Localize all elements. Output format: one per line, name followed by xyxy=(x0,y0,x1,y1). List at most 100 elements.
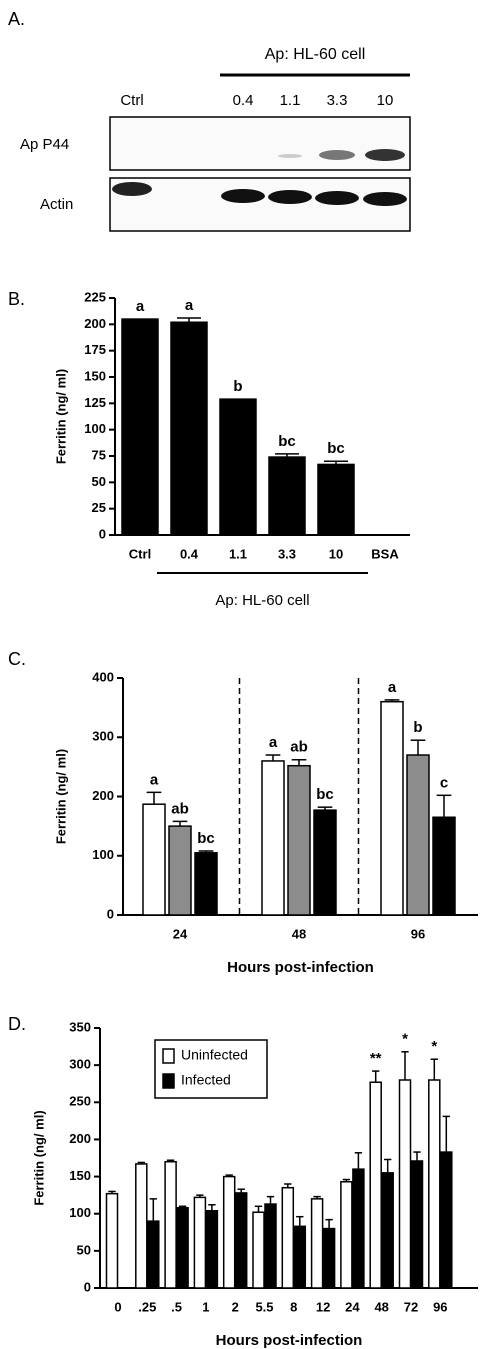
band xyxy=(319,150,355,160)
y-axis-label: Ferritin (ng/ ml) xyxy=(31,1110,46,1205)
bar xyxy=(205,1209,219,1289)
bar xyxy=(142,803,166,916)
bar xyxy=(252,1211,265,1289)
significance-label: bc xyxy=(316,786,334,803)
x-tick-label: .5 xyxy=(171,1299,182,1314)
blot-panel: A. Ap: HL-60 cell Ctrl 0.4 1.1 3.3 10 Ap… xyxy=(8,9,411,232)
bar xyxy=(105,1192,119,1289)
bar xyxy=(352,1168,365,1289)
significance-label: a xyxy=(136,298,145,315)
significance-label: * xyxy=(402,1031,408,1048)
y-tick-label: 200 xyxy=(84,316,106,331)
row-label: Ap P44 xyxy=(20,136,69,153)
significance-label: b xyxy=(233,378,242,395)
x-tick-label: 0 xyxy=(114,1299,121,1314)
bar xyxy=(176,1207,189,1289)
significance-label: ** xyxy=(370,1050,382,1067)
panel-label: C. xyxy=(8,649,26,669)
y-tick-label: 250 xyxy=(69,1094,91,1109)
bar xyxy=(310,1198,324,1289)
bar xyxy=(340,1181,353,1289)
y-tick-label: 100 xyxy=(69,1205,91,1220)
x-axis-label: Hours post-infection xyxy=(216,1332,363,1349)
significance-label: a xyxy=(150,771,159,788)
significance-label: a xyxy=(185,297,194,314)
y-tick-label: 150 xyxy=(69,1168,91,1183)
y-tick-label: 200 xyxy=(69,1131,91,1146)
bar xyxy=(381,1172,394,1289)
bar xyxy=(369,1081,382,1289)
y-tick-label: 0 xyxy=(99,526,106,541)
bar xyxy=(168,825,192,916)
bar xyxy=(222,1175,236,1289)
band xyxy=(221,189,265,203)
significance-label: a xyxy=(388,679,397,696)
bar xyxy=(164,1160,177,1289)
bar xyxy=(406,754,430,916)
band xyxy=(268,190,312,204)
y-tick-label: 150 xyxy=(84,368,106,383)
y-tick-label: 175 xyxy=(84,342,106,357)
significance-label: * xyxy=(431,1038,437,1055)
y-tick-label: 225 xyxy=(84,289,106,304)
legend-label: Infected xyxy=(181,1072,231,1088)
x-tick-label: 12 xyxy=(316,1299,330,1314)
y-tick-label: 300 xyxy=(69,1057,91,1072)
x-tick-label: 0.4 xyxy=(180,546,199,561)
x-tick-label: Ctrl xyxy=(129,546,151,561)
x-tick-label: BSA xyxy=(371,546,399,561)
y-tick-label: 350 xyxy=(69,1019,91,1034)
significance-label: bc xyxy=(327,440,345,457)
row-label: Actin xyxy=(40,196,73,213)
y-tick-label: 0 xyxy=(84,1279,91,1294)
significance-label: bc xyxy=(278,433,296,450)
panel-label: A. xyxy=(8,9,25,29)
y-tick-label: 400 xyxy=(92,669,114,684)
y-tick-label: 0 xyxy=(107,906,114,921)
x-axis-label: Hours post-infection xyxy=(227,959,374,976)
bar xyxy=(398,1079,412,1289)
lane-label: Ctrl xyxy=(120,92,143,109)
y-tick-label: 75 xyxy=(92,447,106,462)
bar xyxy=(135,1163,148,1289)
y-tick-label: 50 xyxy=(77,1242,91,1257)
group-label: Ap: HL-60 cell xyxy=(265,46,366,63)
x-tick-label: 5.5 xyxy=(255,1299,273,1314)
bar xyxy=(410,1160,424,1289)
legend-swatch xyxy=(162,1073,175,1089)
bar xyxy=(219,398,257,536)
bar xyxy=(121,318,159,536)
y-tick-label: 25 xyxy=(92,500,106,515)
lane-label: 0.4 xyxy=(233,92,254,109)
bar xyxy=(170,321,208,536)
significance-label: ab xyxy=(171,800,189,817)
band xyxy=(112,182,152,196)
legend-swatch xyxy=(162,1048,175,1064)
x-tick-label: 48 xyxy=(292,926,306,941)
x-tick-label: 3.3 xyxy=(278,546,296,561)
x-tick-label: 1.1 xyxy=(229,546,247,561)
panel-label: B. xyxy=(8,289,25,309)
x-tick-label: 10 xyxy=(329,546,343,561)
panel-label: D. xyxy=(8,1014,26,1034)
bar xyxy=(440,1151,453,1289)
bar xyxy=(281,1186,295,1289)
x-tick-label: 48 xyxy=(374,1299,388,1314)
band xyxy=(365,149,405,161)
significance-label: b xyxy=(413,719,422,736)
bar xyxy=(322,1227,336,1289)
bar xyxy=(293,1225,307,1289)
y-tick-label: 100 xyxy=(84,421,106,436)
bar xyxy=(428,1079,441,1289)
bar xyxy=(268,456,306,536)
x-tick-label: .25 xyxy=(138,1299,156,1314)
bar xyxy=(147,1220,160,1289)
bar xyxy=(194,852,218,916)
legend-label: Uninfected xyxy=(181,1047,248,1063)
x-tick-label: 2 xyxy=(232,1299,239,1314)
significance-label: a xyxy=(269,734,278,751)
y-tick-label: 125 xyxy=(84,395,106,410)
blot-box xyxy=(109,116,411,171)
x-tick-label: 1 xyxy=(202,1299,209,1314)
